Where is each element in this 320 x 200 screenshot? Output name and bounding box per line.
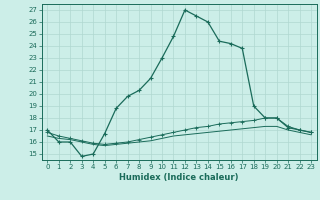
X-axis label: Humidex (Indice chaleur): Humidex (Indice chaleur) — [119, 173, 239, 182]
